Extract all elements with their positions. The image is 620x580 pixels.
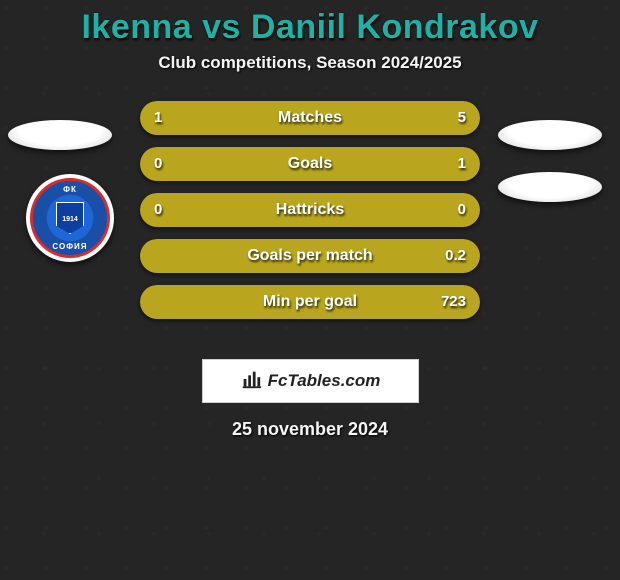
crest-text-top: ФК [63,185,77,194]
stat-row-hattricks: 00Hattricks [140,193,480,227]
branding-text: FcTables.com [268,371,381,391]
stat-row-matches: 15Matches [140,101,480,135]
stat-rows: 15Matches 01Goals 00Hattricks 0.2Goals per … [140,101,480,331]
club-crest: ФК СОФИЯ [26,174,114,262]
bar-chart-icon [240,368,262,395]
stat-label: Hattricks [140,193,480,227]
subtitle: Club competitions, Season 2024/2025 [0,53,620,73]
stat-label: Goals [140,147,480,181]
right-player-avatar-2 [498,172,602,202]
right-player-avatar-1 [498,120,602,150]
branding-box: FcTables.com [202,359,419,403]
crest-text-bottom: СОФИЯ [52,242,87,251]
comparison-stage: 15Matches 01Goals 00Hattricks 0.2Goals per … [0,101,620,341]
stat-row-goals: 01Goals [140,147,480,181]
stat-row-min-per-goal: 723Min per goal [140,285,480,319]
date-label: 25 november 2024 [0,419,620,440]
stat-label: Matches [140,101,480,135]
stat-label: Goals per match [140,239,480,273]
left-player-avatar [8,120,112,150]
stat-label: Min per goal [140,285,480,319]
page-title: Ikenna vs Daniil Kondrakov [0,0,620,47]
stat-row-goals-per-match: 0.2Goals per match [140,239,480,273]
